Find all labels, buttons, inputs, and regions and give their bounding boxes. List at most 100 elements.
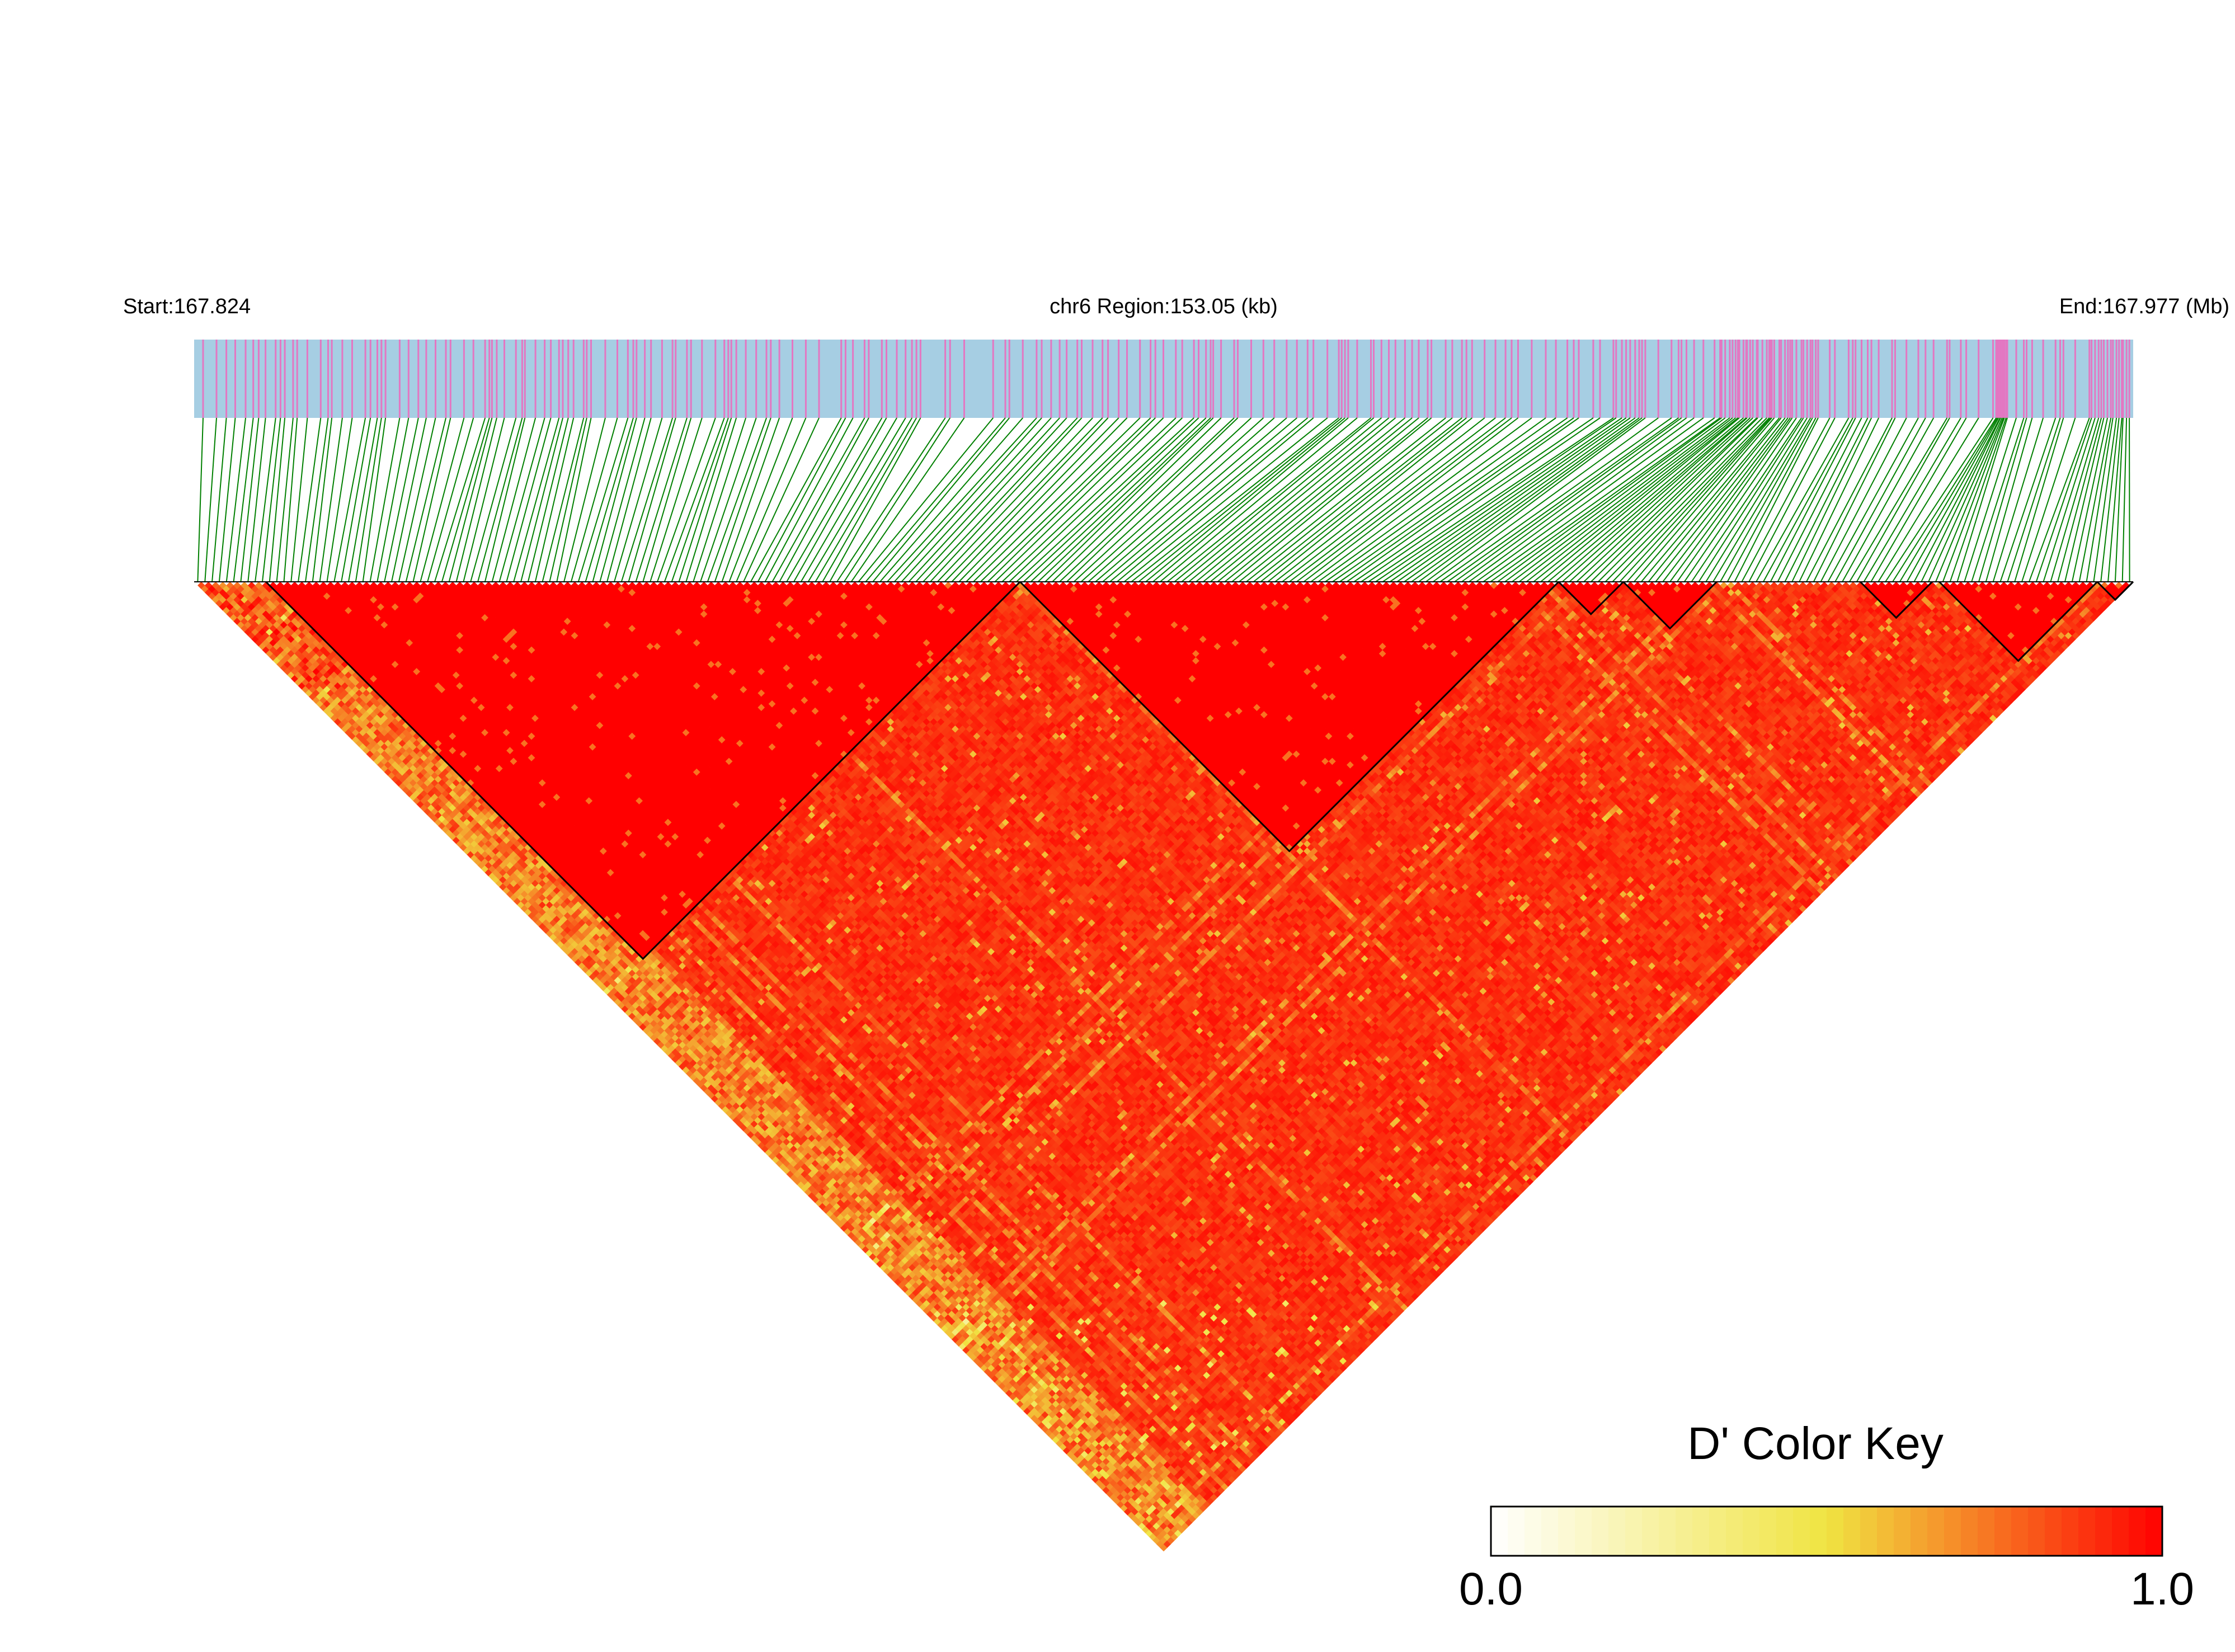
snp-connector-line [1863, 417, 1961, 582]
snp-connector-line [994, 417, 1164, 582]
snp-connector-line [1892, 417, 1997, 582]
snp-position-tick [1370, 340, 1372, 418]
snp-connector-line [1425, 417, 1646, 582]
snp-connector-line [1239, 417, 1446, 582]
snp-position-tick [1791, 340, 1793, 418]
snp-connector-line [420, 417, 465, 582]
snp-connector-line [1949, 417, 2007, 582]
snp-position-tick [2121, 340, 2123, 418]
snp-position-tick [604, 340, 606, 418]
snp-position-tick [550, 340, 552, 418]
snp-connector-line [1174, 417, 1375, 582]
snp-connector-line [1439, 417, 1672, 582]
snp-connector-line [1432, 417, 1659, 582]
snp-position-tick [1004, 340, 1006, 418]
snp-position-tick [1008, 340, 1010, 418]
snp-connector-line [1188, 417, 1390, 582]
snp-connector-line [1109, 417, 1308, 582]
ld-cell [664, 1041, 672, 1049]
snp-connector-line [1009, 417, 1183, 582]
snp-connector-line [2114, 417, 2124, 582]
snp-position-tick [296, 340, 298, 418]
snp-connector-line [1791, 417, 1872, 582]
snp-connector-line [1475, 417, 1704, 582]
snp-position-tick [384, 340, 387, 418]
snp-position-tick [1356, 340, 1358, 418]
snp-position-tick [1641, 340, 1643, 418]
snp-position-tick [1237, 340, 1239, 418]
snp-connector-line [513, 417, 560, 582]
snp-connector-line [678, 417, 732, 582]
snp-position-tick [1338, 340, 1340, 418]
snp-connector-line [1992, 417, 2044, 582]
snp-connector-line [1648, 417, 1782, 582]
snp-position-tick [1800, 340, 1803, 418]
snp-connector-line [1834, 417, 1926, 582]
ld-cell [197, 581, 205, 590]
snp-connector-line [412, 417, 451, 582]
ld-cell [484, 869, 493, 877]
snp-connector-line [923, 417, 1078, 582]
snp-connector-line [1332, 417, 1568, 582]
snp-position-tick [1041, 340, 1043, 418]
snp-connector-line [1447, 417, 1679, 582]
snp-position-tick [1714, 340, 1716, 418]
snp-connector-line [2035, 417, 2092, 582]
ld-cell [1031, 1414, 1038, 1423]
snp-connector-line [930, 417, 1083, 582]
ld-cell [894, 1278, 902, 1286]
end-label: End:167.977 (Mb) [2059, 295, 2229, 318]
snp-connector-line [779, 417, 869, 582]
snp-connector-line [1030, 417, 1207, 582]
snp-position-tick [534, 340, 537, 418]
snp-position-tick [2110, 340, 2112, 418]
ld-cell [1127, 1512, 1135, 1519]
snp-connector-line [2050, 417, 2100, 582]
ld-cell [237, 614, 245, 622]
ld-cell [930, 1314, 938, 1322]
snp-connector-line [771, 417, 865, 582]
snp-position-tick [407, 340, 410, 418]
snp-connector-line [218, 417, 236, 582]
snp-connector-line [628, 417, 676, 582]
snp-position-tick [1058, 340, 1061, 418]
snp-connector-line [865, 417, 1006, 582]
snp-position-tick [234, 340, 236, 418]
snp-connector-line [427, 417, 474, 582]
snp-position-tick [963, 340, 965, 418]
ld-cell [1088, 1472, 1096, 1480]
snp-connector-line [405, 417, 446, 582]
ld-cell [1066, 1450, 1074, 1458]
snp-position-tick [949, 340, 951, 418]
snp-connector-line [1497, 417, 1722, 582]
snp-position-tick [2097, 340, 2100, 418]
snp-position-tick [1768, 340, 1770, 418]
snp-connector-line [348, 417, 378, 582]
snp-position-tick [944, 340, 947, 418]
snp-position-tick [1517, 340, 1519, 418]
ld-cell [567, 944, 575, 952]
snp-connector-line [455, 417, 497, 582]
snp-connector-line [398, 417, 436, 582]
snp-connector-line [1469, 417, 1695, 582]
snp-position-tick [690, 340, 692, 418]
snp-position-tick [886, 340, 887, 418]
ld-cell [1160, 1543, 1168, 1552]
snp-connector-line [606, 417, 652, 582]
snp-position-tick [1036, 340, 1038, 418]
ld-cell [836, 1221, 845, 1229]
snp-position-tick [1686, 340, 1687, 418]
snp-position-tick [650, 340, 652, 418]
snp-connector-line [225, 417, 246, 582]
snp-connector-line [1073, 417, 1252, 582]
snp-connector-line [448, 417, 493, 582]
snp-position-tick [1809, 340, 1811, 418]
ld-cell [624, 1001, 633, 1010]
snp-connector-line [1310, 417, 1532, 582]
start-label: Start:167.824 [123, 295, 251, 318]
snp-position-tick [1693, 340, 1695, 418]
snp-position-tick [496, 340, 498, 418]
snp-position-tick [1273, 340, 1276, 418]
snp-connector-line [1282, 417, 1496, 582]
snp-position-tick [1296, 340, 1298, 418]
